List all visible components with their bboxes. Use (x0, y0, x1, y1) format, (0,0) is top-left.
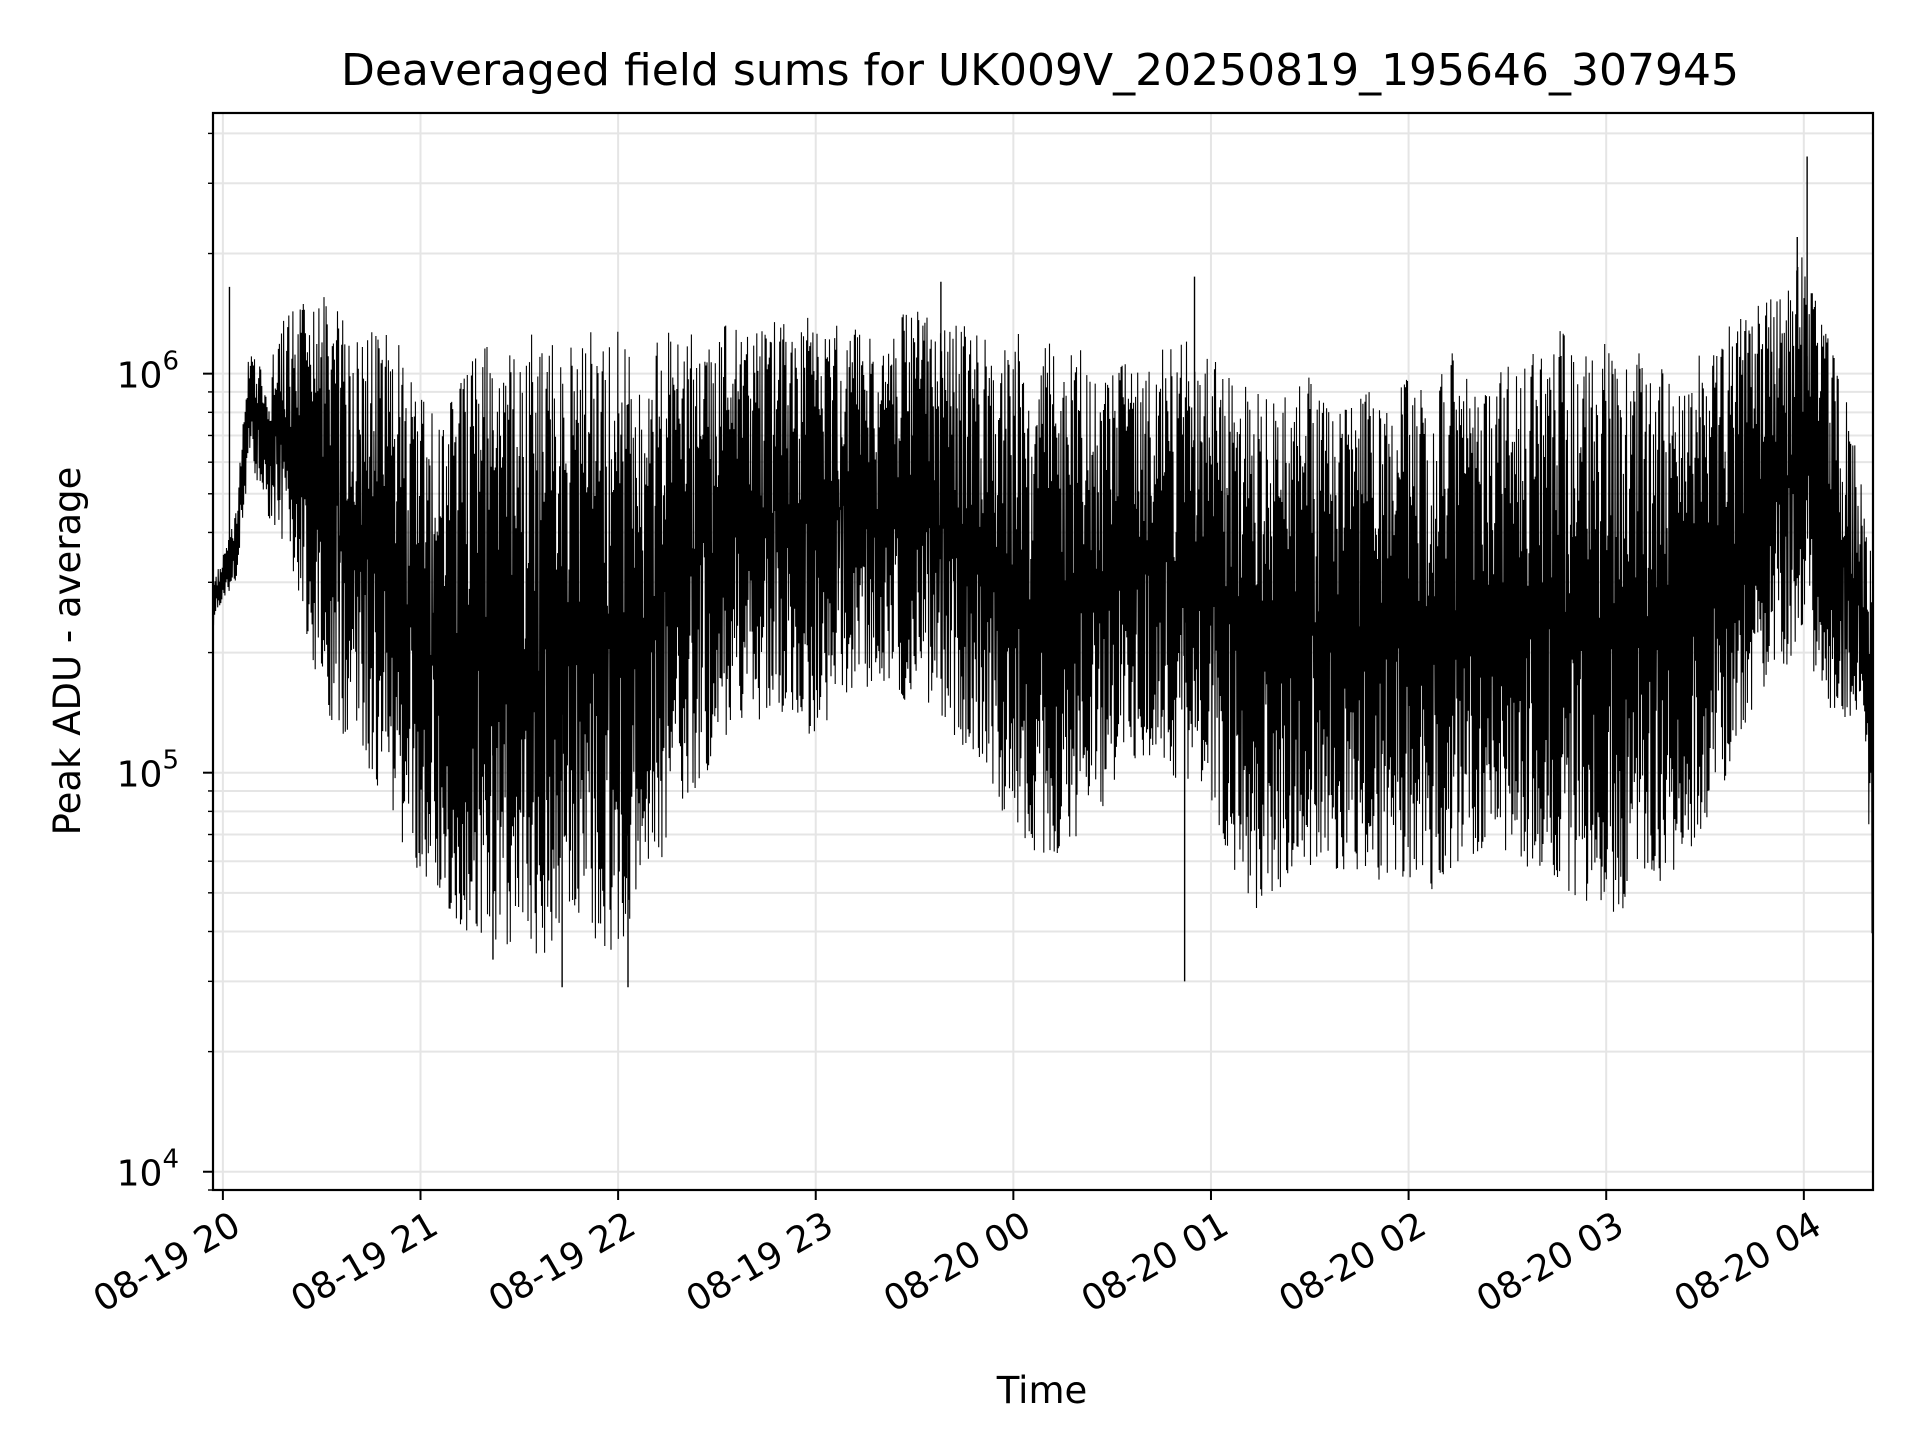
series-line-path (212, 257, 1874, 976)
y-tick-exponent: 4 (162, 1145, 179, 1175)
y-tick-label: 105 (117, 746, 179, 796)
y-tick-label: 104 (117, 1145, 179, 1195)
y-tick-exponent: 5 (162, 746, 179, 776)
plot-frame (211, 111, 1875, 1192)
y-tick-base: 10 (117, 1154, 163, 1195)
y-axis-label: Peak ADU - average (46, 467, 89, 836)
chart-title: Deaveraged field sums for UK009V_2025081… (341, 45, 1739, 96)
y-tick-exponent: 6 (162, 347, 179, 377)
x-axis-label: Time (996, 1369, 1088, 1412)
y-tick-label: 106 (117, 347, 179, 397)
y-tick-base: 10 (117, 356, 163, 397)
y-tick-base: 10 (117, 755, 163, 796)
